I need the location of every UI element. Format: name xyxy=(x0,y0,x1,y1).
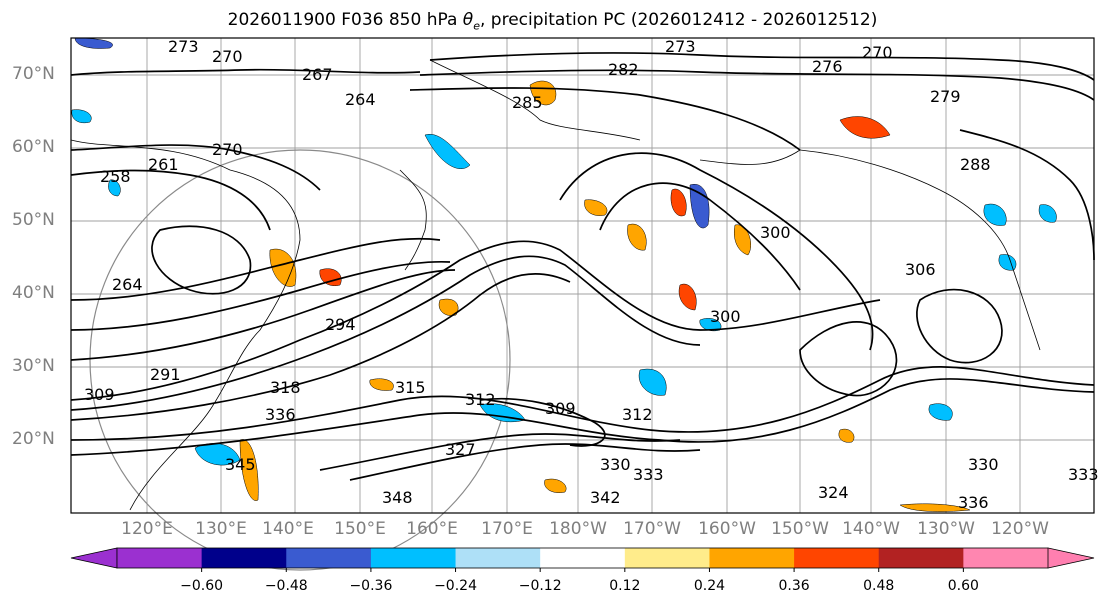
contour-label: 345 xyxy=(225,455,256,474)
contour-label: 348 xyxy=(382,488,413,507)
colorbar-swatch xyxy=(117,548,203,568)
contour-label: 309 xyxy=(545,399,576,418)
contour-label: 336 xyxy=(958,493,989,512)
colorbar-tick-label: −0.60 xyxy=(180,578,224,594)
title-suffix: , precipitation PC (2026012412 - 2026012… xyxy=(479,10,878,30)
lat-label: 20°N xyxy=(12,429,55,449)
contour-label: 300 xyxy=(760,223,791,242)
contour-label: 309 xyxy=(84,385,115,404)
title-prefix: 2026011900 F036 850 hPa xyxy=(227,10,463,30)
colorbar-swatch xyxy=(963,548,1049,568)
colorbar-under-extend xyxy=(70,547,118,569)
contour-label: 288 xyxy=(960,155,991,174)
contour-label: 327 xyxy=(445,440,476,459)
colorbar-swatch xyxy=(878,548,964,568)
lat-label: 40°N xyxy=(12,283,55,303)
colorbar-tick-label: −0.48 xyxy=(264,578,308,594)
coastlines xyxy=(70,59,1041,511)
contour-label: 270 xyxy=(212,140,243,159)
contour-label: 315 xyxy=(395,378,426,397)
figure-title: 2026011900 F036 850 hPa θe, precipitatio… xyxy=(0,10,1105,32)
lon-label: 130°E xyxy=(195,519,247,539)
lon-label: 120°W xyxy=(991,519,1049,539)
colorbar-over-extend xyxy=(1047,547,1095,569)
lat-label: 60°N xyxy=(12,137,55,157)
colorbar-tick-label: 0.60 xyxy=(947,578,979,594)
contour-label: 273 xyxy=(168,37,199,56)
contour-label: 333 xyxy=(633,465,664,484)
colorbar-swatch xyxy=(370,548,457,568)
colorbar-tick-label: −0.12 xyxy=(518,578,562,594)
contour-label: 306 xyxy=(905,260,936,279)
lon-label: 170°E xyxy=(481,519,533,539)
theta-e-contours xyxy=(70,52,1095,481)
contour-label: 264 xyxy=(345,90,376,109)
contour-label: 279 xyxy=(930,87,961,106)
lon-label: 130°W xyxy=(917,519,975,539)
lat-label: 70°N xyxy=(12,64,55,84)
lon-label: 140°E xyxy=(262,519,314,539)
colorbar-swatch xyxy=(540,548,626,568)
contour-label: 333 xyxy=(1068,465,1099,484)
colorbar xyxy=(70,547,1095,572)
colorbar-swatch xyxy=(286,548,372,568)
lat-label: 30°N xyxy=(12,356,55,376)
colorbar-swatch xyxy=(624,548,710,568)
colorbar-swatch xyxy=(709,548,795,568)
contour-label: 300 xyxy=(710,307,741,326)
contour-label: 258 xyxy=(100,167,131,186)
contour-label: 312 xyxy=(622,405,653,424)
lon-label: 170°W xyxy=(623,519,681,539)
theta-subscript: e xyxy=(473,19,480,33)
contour-label: 324 xyxy=(818,483,849,502)
colorbar-tick-label: 0.12 xyxy=(609,578,641,594)
contour-label: 282 xyxy=(608,60,639,79)
colorbar-border xyxy=(116,547,1049,569)
plot-area xyxy=(71,38,1094,513)
lon-label: 160°E xyxy=(406,519,458,539)
contour-label: 312 xyxy=(465,390,496,409)
theta-symbol: θ xyxy=(462,10,474,30)
contour-label: 276 xyxy=(812,57,843,76)
lon-label: 160°W xyxy=(698,519,756,539)
colorbar-swatch xyxy=(455,548,541,568)
colorbar-swatch xyxy=(201,548,287,568)
contour-label: 291 xyxy=(150,365,181,384)
contour-label: 294 xyxy=(325,315,356,334)
lon-label: 120°E xyxy=(121,519,173,539)
contour-label: 330 xyxy=(600,455,631,474)
contour-label: 336 xyxy=(265,405,296,424)
colorbar-swatch xyxy=(794,548,880,568)
contour-label: 261 xyxy=(148,155,179,174)
colorbar-tick-label: −0.24 xyxy=(434,578,477,594)
lon-label: 150°E xyxy=(334,519,386,539)
contour-label: 264 xyxy=(112,275,143,294)
lon-label: 150°W xyxy=(771,519,829,539)
contour-labels: 273 270 267 264 261 258 270 264 273 270 … xyxy=(84,37,1099,512)
colorbar-tick-label: 0.48 xyxy=(863,578,895,594)
plot-frame xyxy=(70,37,1095,514)
lon-label: 180°W xyxy=(549,519,607,539)
contour-label: 273 xyxy=(665,37,696,56)
range-ring xyxy=(89,149,511,571)
lon-label: 140°W xyxy=(842,519,900,539)
contour-label: 270 xyxy=(862,43,893,62)
contour-label: 318 xyxy=(270,378,301,397)
colorbar-tick-label: 0.36 xyxy=(778,578,810,594)
contour-label: 285 xyxy=(512,93,543,112)
contour-label: 342 xyxy=(590,488,621,507)
colorbar-tick-label: −0.36 xyxy=(349,578,393,594)
lat-label: 50°N xyxy=(12,210,55,230)
contour-label: 267 xyxy=(302,65,333,84)
contour-label: 270 xyxy=(212,47,243,66)
colorbar-tick-label: 0.24 xyxy=(693,578,726,594)
contour-label: 330 xyxy=(968,455,999,474)
